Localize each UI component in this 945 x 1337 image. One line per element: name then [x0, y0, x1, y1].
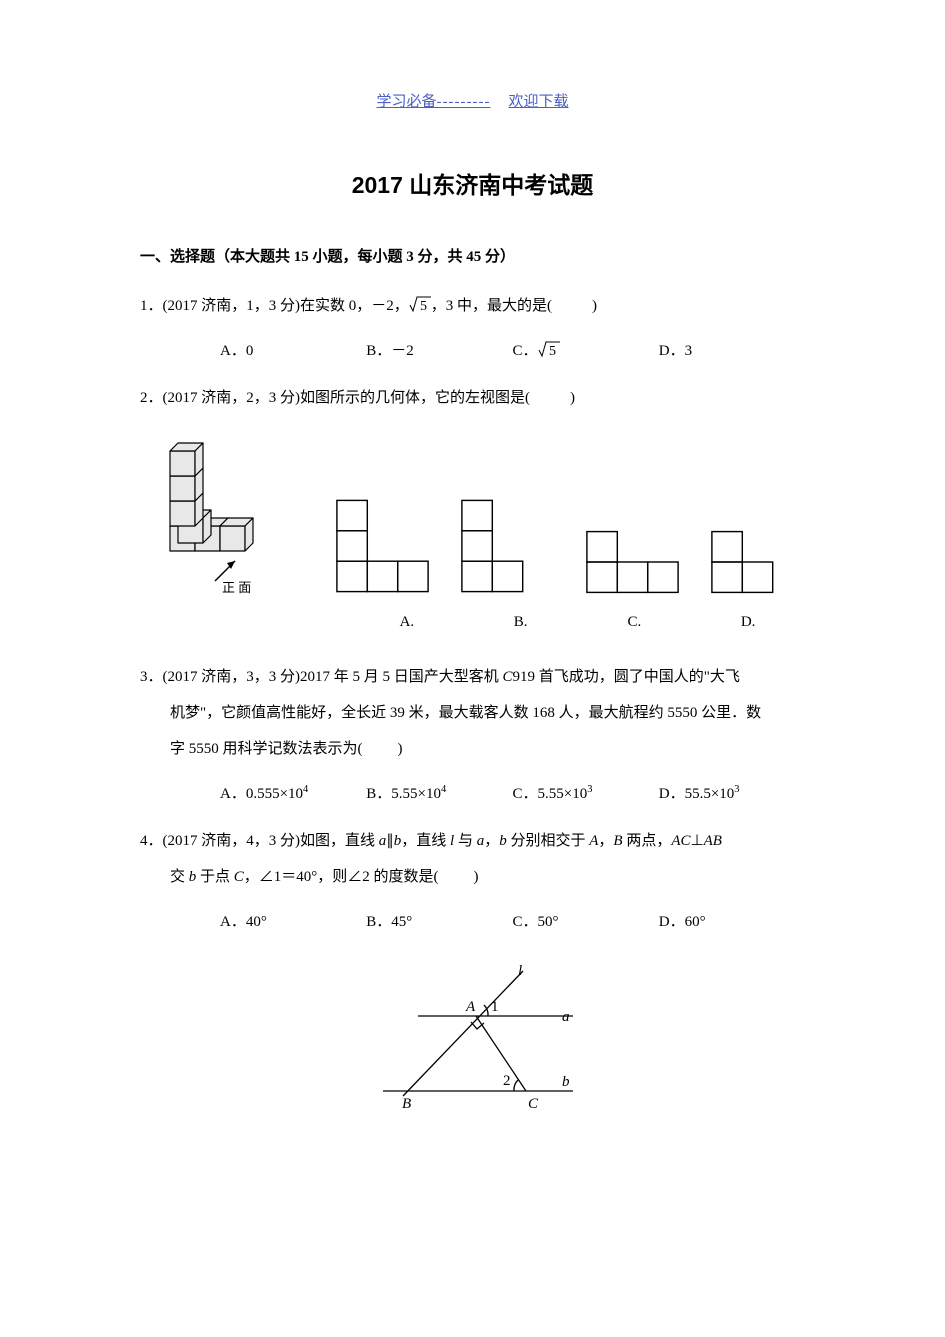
q4-opt-b: B．45° — [366, 910, 512, 931]
q3-opt-a: A．0.555×104 — [220, 782, 366, 803]
q3-l1i: C — [503, 669, 513, 685]
q3-l3e: ) — [398, 741, 403, 757]
label-a: a — [562, 1009, 570, 1025]
q2-solid-figure: 正 面 — [160, 441, 305, 596]
solid-3d-icon — [160, 441, 305, 591]
q2-label-b: B. — [464, 614, 578, 631]
q4-opt-a: A．40° — [220, 910, 366, 931]
q4-geometry-diagram: l a b A B C 1 2 — [358, 961, 588, 1121]
q2-stem: 2．(2017 济南，2，3 分)如图所示的几何体，它的左视图是( — [140, 390, 530, 406]
question-4: 4．(2017 济南，4，3 分)如图，直线 a∥b，直线 l 与 a，b 分别… — [140, 823, 805, 895]
svg-text:5: 5 — [549, 344, 556, 358]
q1-opt-d: D．3 — [659, 339, 805, 360]
q2-label-a: A. — [350, 614, 464, 631]
header-dots: --------- — [437, 94, 491, 110]
q2-opt-c-view — [585, 528, 680, 596]
q1-sqrt: 5 — [409, 298, 431, 314]
front-label: 正 面 — [222, 577, 305, 596]
q1-opt-b: B．－2 — [366, 339, 512, 360]
label-ang2: 2 — [503, 1073, 511, 1089]
label-C: C — [528, 1096, 539, 1112]
q4-opt-c: C．50° — [513, 910, 659, 931]
q4-diagram: l a b A B C 1 2 — [140, 961, 805, 1126]
q2-opt-d-view — [710, 528, 805, 596]
page-content: 学习必备--------- 欢迎下载 2017 山东济南中考试题 一、选择题（本大… — [0, 0, 945, 1186]
q3-l2: 机梦"，它颜值高性能好，全长近 39 米，最大载客人数 168 人，最大航程约 … — [170, 705, 761, 721]
question-2: 2．(2017 济南，2，3 分)如图所示的几何体，它的左视图是() — [140, 380, 805, 416]
document-title: 2017 山东济南中考试题 — [140, 166, 805, 200]
q3-opt-c: C．5.55×103 — [513, 782, 659, 803]
q3-l3: 字 5550 用科学记数法表示为( — [170, 741, 363, 757]
q2-figures: 正 面 — [160, 441, 805, 596]
header-left: 学习必备 — [377, 94, 437, 110]
svg-text:5: 5 — [420, 299, 427, 313]
question-1: 1．(2017 济南，1，3 分)在实数 0，－2， 5 ，3 中，最大的是() — [140, 288, 805, 324]
q4-opt-d: D．60° — [659, 910, 805, 931]
q2-stem-end: ) — [570, 390, 575, 406]
q3-l1b: 919 首飞成功，圆了中国人的"大飞 — [513, 669, 740, 685]
q4-options: A．40° B．45° C．50° D．60° — [140, 910, 805, 931]
section-1-heading: 一、选择题（本大题共 15 小题，每小题 3 分，共 45 分） — [140, 245, 805, 266]
q2-label-c: C. — [578, 614, 692, 631]
q1-stem-b: ，3 中，最大的是( — [431, 298, 552, 314]
q2-option-labels: A. B. C. D. — [140, 614, 805, 631]
label-b: b — [562, 1074, 570, 1090]
q2-opt-a-view — [335, 496, 430, 596]
header-right: 欢迎下载 — [508, 94, 568, 110]
q1-opt-a: A．0 — [220, 339, 366, 360]
q3-opt-d: D．55.5×103 — [659, 782, 805, 803]
q3-opt-b: B．5.55×104 — [366, 782, 512, 803]
question-3: 3．(2017 济南，3，3 分)2017 年 5 月 5 日国产大型客机 C9… — [140, 659, 805, 767]
label-ang1: 1 — [491, 999, 499, 1015]
label-B: B — [402, 1096, 411, 1112]
q3-options: A．0.555×104 B．5.55×104 C．5.55×103 D．55.5… — [140, 782, 805, 803]
q1-stem-a: 1．(2017 济南，1，3 分)在实数 0，－2， — [140, 298, 409, 314]
label-l: l — [518, 963, 522, 979]
q2-opt-b-view — [460, 496, 555, 596]
label-A: A — [465, 999, 476, 1015]
q2-label-d: D. — [691, 614, 805, 631]
q1-options: A．0 B．－2 C．5 D．3 — [140, 339, 805, 360]
q1-opt-c: C．5 — [513, 339, 659, 360]
page-header: 学习必备--------- 欢迎下载 — [140, 90, 805, 111]
q1-stem-c: ) — [592, 298, 597, 314]
q3-l1a: 3．(2017 济南，3，3 分)2017 年 5 月 5 日国产大型客机 — [140, 669, 503, 685]
